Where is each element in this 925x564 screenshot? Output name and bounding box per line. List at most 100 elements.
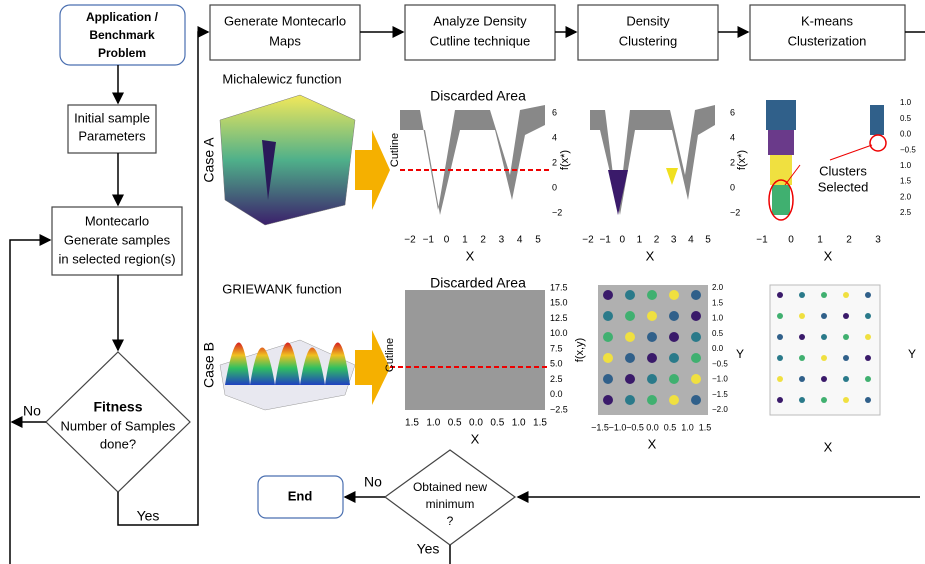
tick-label: 3 xyxy=(671,235,677,246)
axis-label: f(x*) xyxy=(559,150,571,170)
tick-label: 1.5 xyxy=(900,177,912,186)
yes-label: Yes xyxy=(417,541,440,557)
step-text: Analyze Density xyxy=(433,13,527,28)
cluster-dot xyxy=(821,397,827,403)
start-text: Application / xyxy=(86,10,159,24)
cluster-dot xyxy=(625,311,635,321)
no-label: No xyxy=(23,403,41,419)
tick-label: 6 xyxy=(730,107,735,117)
cluster-dot xyxy=(799,397,805,403)
tick-label: 1.5 xyxy=(405,418,419,429)
tick-label: 1.0 xyxy=(426,418,440,429)
tick-label: 0.0 xyxy=(646,422,659,432)
clusters-label: Clusters xyxy=(819,163,867,178)
cluster-dot xyxy=(625,353,635,363)
step-text: Clustering xyxy=(619,33,678,48)
tick-label: 15.0 xyxy=(550,298,568,308)
cluster-dot xyxy=(777,292,783,298)
tick-label: 0 xyxy=(444,235,450,246)
cluster-dot xyxy=(843,292,849,298)
cluster-dot xyxy=(647,395,657,405)
cluster-dot xyxy=(603,353,613,363)
cluster-dot xyxy=(843,355,849,361)
cluster-dot xyxy=(843,397,849,403)
cluster-dot xyxy=(865,334,871,340)
tick-label: 3 xyxy=(875,235,881,246)
init-text: Parameters xyxy=(78,128,146,143)
cluster-dot xyxy=(625,395,635,405)
montecarlo-text: Montecarlo xyxy=(85,213,149,228)
cluster-dot xyxy=(821,292,827,298)
tick-label: 1.5 xyxy=(533,418,547,429)
tick-label: 12.5 xyxy=(550,313,568,323)
tick-label: 2.5 xyxy=(550,374,563,384)
fitness-title: Fitness xyxy=(93,399,142,415)
axis-label: Y xyxy=(736,347,744,361)
tick-label: 4 xyxy=(730,132,735,142)
cluster-dot xyxy=(647,374,657,384)
cluster-dot xyxy=(843,313,849,319)
function-title: Michalewicz function xyxy=(222,71,341,86)
cluster-dot xyxy=(647,311,657,321)
tick-label: 2 xyxy=(654,235,660,246)
cluster-dot xyxy=(603,374,613,384)
tick-label: 1.0 xyxy=(681,422,694,432)
tick-label: 1 xyxy=(637,235,643,246)
cutline-label: Cutline xyxy=(384,338,396,372)
cluster-dot xyxy=(865,313,871,319)
init-text: Initial sample xyxy=(74,110,150,125)
cluster-dot xyxy=(821,313,827,319)
tick-label: 6 xyxy=(552,107,557,117)
minimum-text: ? xyxy=(447,514,454,528)
tick-label: −2 xyxy=(404,235,416,246)
step-text: Cutline technique xyxy=(430,33,530,48)
tick-label: 2 xyxy=(730,157,735,167)
tick-label: 4 xyxy=(552,132,557,142)
tick-label: −1 xyxy=(756,235,768,246)
case-label: Case A xyxy=(201,137,217,183)
fitness-text: done? xyxy=(100,436,136,451)
yes-label: Yes xyxy=(137,508,160,524)
cluster-dot xyxy=(603,311,613,321)
cluster-dot xyxy=(691,374,701,384)
tick-label: 2 xyxy=(846,235,852,246)
minimum-text: Obtained new xyxy=(413,480,487,494)
tick-label: 1 xyxy=(462,235,468,246)
montecarlo-text: Generate samples xyxy=(64,232,171,247)
tick-label: 2.5 xyxy=(900,208,912,217)
function-title: GRIEWANK function xyxy=(222,281,341,296)
discarded-label: Discarded Area xyxy=(430,275,526,291)
cluster-dot xyxy=(777,313,783,319)
tick-label: 0.0 xyxy=(712,344,724,353)
tick-label: 5 xyxy=(705,235,711,246)
tick-label: −2.0 xyxy=(712,405,728,414)
tick-label: 4 xyxy=(517,235,523,246)
cutline-label: Cutline xyxy=(389,133,401,167)
tick-label: 5 xyxy=(535,235,541,246)
cluster-dot xyxy=(625,332,635,342)
tick-label: −0.5 xyxy=(900,145,916,154)
montecarlo-text: in selected region(s) xyxy=(58,251,175,266)
cluster-dot xyxy=(799,376,805,382)
start-text: Benchmark xyxy=(89,28,155,42)
step-text: K-means xyxy=(801,13,854,28)
cluster-dot xyxy=(865,397,871,403)
cluster-dot xyxy=(669,395,679,405)
cluster-dot xyxy=(821,376,827,382)
step-text: Generate Montecarlo xyxy=(224,13,346,28)
cluster-dot xyxy=(799,292,805,298)
axis-label: f(x*) xyxy=(736,150,748,170)
cluster-dot xyxy=(777,397,783,403)
cluster-dot xyxy=(843,334,849,340)
tick-label: −1 xyxy=(423,235,435,246)
tick-label: −1.0 xyxy=(712,375,728,384)
tick-label: 5.0 xyxy=(550,359,563,369)
cluster-dot xyxy=(647,332,657,342)
axis-label: f(x,y) xyxy=(574,338,586,362)
tick-label: −1.5 xyxy=(712,390,728,399)
cluster-dot xyxy=(647,353,657,363)
cluster-dot xyxy=(777,376,783,382)
tick-label: 3 xyxy=(499,235,505,246)
cluster-dot xyxy=(669,290,679,300)
clusters-label: Selected xyxy=(818,179,869,194)
